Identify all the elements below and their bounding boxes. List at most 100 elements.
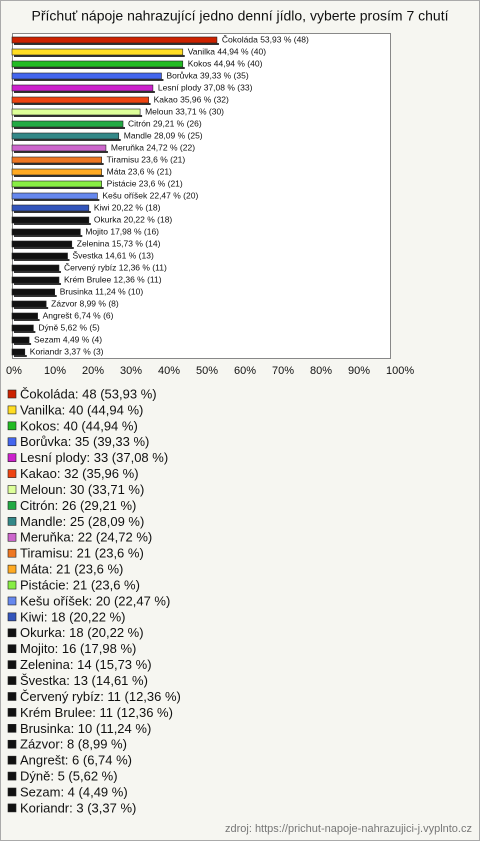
legend-label: Lesní plody: 33 (37,08 %) — [20, 450, 168, 465]
chart-title: Příchuť nápoje nahrazující jedno denní j… — [32, 8, 449, 24]
legend-label: Červený rybíz: 11 (12,36 %) — [20, 689, 181, 704]
legend-label: Angrešt: 6 (6,74 %) — [20, 753, 132, 768]
bar — [11, 156, 102, 164]
bar-shadow — [14, 151, 108, 153]
bar-label: Krém Brulee 12,36 % (11) — [64, 274, 162, 284]
legend-swatch — [7, 628, 17, 638]
legend-swatch — [7, 564, 17, 574]
bar-shadow — [14, 319, 40, 321]
legend-swatch — [7, 612, 17, 622]
legend-label: Tiramisu: 21 (23,6 %) — [20, 546, 144, 561]
bar-shadow — [14, 43, 219, 45]
legend-swatch — [7, 724, 17, 733]
bar-shadow — [14, 307, 49, 309]
legend-label: Zelenina: 14 (15,73 %) — [20, 657, 152, 672]
legend-label: Zázvor: 8 (8,99 %) — [20, 737, 127, 752]
bar — [11, 96, 149, 104]
bar-shadow — [14, 67, 185, 69]
bar — [11, 36, 218, 44]
bar — [11, 240, 73, 248]
bar-label: Koriandr 3,37 % (3) — [30, 346, 104, 356]
legend-swatch — [7, 755, 17, 765]
bar-shadow — [14, 295, 57, 297]
bar-shadow — [14, 187, 104, 189]
bar-label: Mojito 17,98 % (16) — [85, 226, 159, 236]
legend-swatch — [7, 405, 17, 415]
legend-swatch — [7, 469, 17, 478]
bar-label: Švestka 14,61 % (13) — [73, 250, 154, 260]
bar-shadow — [14, 355, 27, 357]
legend-label: Mandle: 25 (28,09 %) — [20, 514, 144, 529]
legend-swatch — [7, 676, 17, 685]
bar-label: Kakao 35,96 % (32) — [154, 94, 229, 104]
bar — [11, 132, 120, 140]
legend-label: Mojito: 16 (17,98 %) — [20, 641, 136, 656]
bar — [11, 228, 81, 236]
x-tick-label: 0% — [6, 365, 22, 377]
bar-shadow — [14, 271, 61, 273]
bar-label: Zázvor 8,99 % (8) — [51, 298, 119, 308]
bar-shadow — [14, 55, 185, 57]
bar-label: Vanilka 44,94 % (40) — [188, 46, 266, 56]
bar-label: Tiramisu 23,6 % (21) — [107, 154, 186, 164]
bar-shadow — [14, 223, 91, 225]
x-tick-label: 60% — [234, 365, 256, 377]
bar — [11, 72, 162, 80]
bar-shadow — [14, 175, 104, 177]
bar-label: Meruňka 24,72 % (22) — [111, 142, 195, 152]
legend-label: Meruňka: 22 (24,72 %) — [20, 530, 152, 545]
legend-label: Dýně: 5 (5,62 %) — [20, 769, 118, 784]
legend-swatch — [7, 739, 17, 749]
bar — [11, 192, 98, 200]
bar-shadow — [14, 127, 125, 129]
bar-shadow — [14, 103, 151, 105]
legend-swatch — [7, 437, 17, 447]
bar-label: Meloun 33,71 % (30) — [145, 106, 224, 116]
legend-label: Citrón: 26 (29,21 %) — [20, 498, 136, 513]
bar-label: Angrešt 6,74 % (6) — [43, 310, 114, 320]
legend-label: Čokoláda: 48 (53,93 %) — [20, 386, 157, 401]
legend-swatch — [7, 787, 17, 797]
bar — [11, 144, 107, 152]
bar-label: Kiwi 20,22 % (18) — [94, 202, 161, 212]
bar-shadow — [14, 163, 104, 165]
legend-swatch — [7, 580, 17, 590]
legend-label: Pistácie: 21 (23,6 %) — [20, 577, 140, 592]
bar — [11, 300, 47, 308]
legend-swatch — [7, 485, 17, 494]
bar-label: Pistácie 23,6 % (21) — [107, 178, 183, 188]
bar-shadow — [14, 91, 155, 93]
bar — [11, 108, 141, 116]
bar-label: Červený rybíz 12,36 % (11) — [64, 262, 167, 272]
legend-swatch — [7, 453, 17, 462]
x-tick-label: 40% — [158, 365, 180, 377]
legend-label: Kakao: 32 (35,96 %) — [20, 466, 139, 481]
bar — [11, 168, 102, 176]
legend-label: Kokos: 40 (44,94 %) — [20, 418, 138, 433]
bar-shadow — [14, 235, 83, 237]
bar-shadow — [14, 211, 91, 213]
bar-shadow — [14, 247, 74, 249]
bar — [11, 252, 68, 260]
legend-swatch — [7, 708, 17, 717]
x-tick-label: 100% — [386, 365, 414, 377]
bar — [11, 276, 60, 284]
bar — [11, 120, 124, 128]
x-tick-label: 70% — [272, 365, 294, 377]
bar-label: Kešu oříšek 22,47 % (20) — [102, 190, 198, 200]
legend-swatch — [7, 644, 17, 654]
x-tick-label: 20% — [82, 365, 104, 377]
legend-label: Krém Brulee: 11 (12,36 %) — [20, 705, 173, 720]
legend-swatch — [7, 692, 17, 701]
bar-shadow — [14, 115, 143, 117]
legend-label: Kiwi: 18 (20,22 %) — [20, 609, 126, 624]
bar — [11, 264, 60, 272]
bar — [11, 336, 30, 344]
bar — [11, 204, 90, 212]
legend-swatch — [7, 771, 17, 781]
legend-label: Okurka: 18 (20,22 %) — [20, 625, 144, 640]
bar — [11, 60, 184, 68]
bar — [11, 312, 38, 320]
bar — [11, 48, 184, 56]
bar-shadow — [14, 343, 32, 345]
